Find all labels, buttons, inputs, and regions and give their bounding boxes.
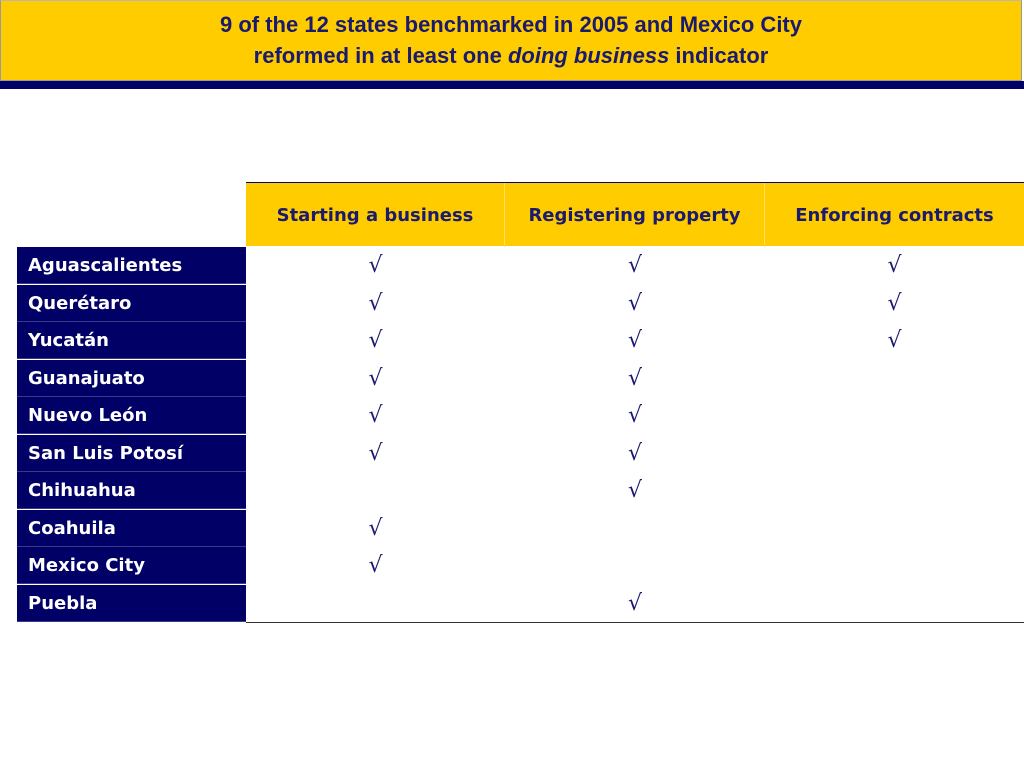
checkmark-icon: √ [627,253,643,278]
state-label: Nuevo León [17,397,246,434]
title-line-2: reformed in at least one doing business … [1,40,1021,71]
checkmark-icon: √ [368,403,383,428]
header-registering-property: Registering property [505,183,765,247]
checkmark-icon: √ [627,290,643,316]
state-label: Mexico City [17,547,246,584]
checkmark-icon: √ [627,478,643,503]
checkmark-icon: √ [368,328,383,353]
state-label: Chihuahua [17,472,246,509]
empty-cell [765,435,1024,472]
table-row: Chihuahua √ [17,472,1024,509]
title-banner: 9 of the 12 states benchmarked in 2005 a… [0,0,1022,81]
title-line-2-prefix: reformed in at least one [253,43,508,68]
state-label: Querétaro [17,284,246,322]
table-header-row: Starting a business Registering property… [246,182,1024,247]
table-row: Mexico City √ [17,547,1024,584]
checkmark-icon: √ [887,328,902,353]
header-enforcing-contracts: Enforcing contracts [795,204,994,226]
checkmark-icon: √ [627,365,643,391]
title-divider [0,81,1024,89]
table-row: Guanajuato √ √ [17,359,1024,397]
table-row: San Luis Potosí √ √ [17,434,1024,472]
state-label: Coahuila [17,509,246,547]
empty-cell [765,397,1024,434]
table-row: Nuevo León √ √ [17,397,1024,434]
checkmark-icon: √ [887,253,902,278]
empty-cell [505,547,765,584]
empty-cell [765,547,1024,584]
checkmark-icon: √ [368,365,383,391]
checkmark-icon: √ [627,440,643,466]
table-bottom-rule [246,622,1024,623]
table-row: Aguascalientes √ √ √ [17,247,1024,284]
state-label: Yucatán [17,322,246,359]
empty-cell [246,585,505,622]
empty-cell [765,510,1024,547]
checkmark-icon: √ [368,253,383,278]
table-row: Yucatán √ √ √ [17,322,1024,359]
title-line-2-suffix: indicator [669,43,769,68]
empty-cell [765,585,1024,622]
empty-cell [765,360,1024,397]
state-label: Puebla [17,584,246,622]
checkmark-icon: √ [368,290,383,316]
empty-cell [246,472,505,509]
state-label: Guanajuato [17,359,246,397]
checkmark-icon: √ [368,553,383,578]
state-label: San Luis Potosí [17,434,246,472]
checkmark-icon: √ [627,328,643,353]
table-row: Querétaro √ √ √ [17,284,1024,322]
title-line-2-emphasis: doing business [507,43,670,68]
title-line-1: 9 of the 12 states benchmarked in 2005 a… [220,12,802,37]
empty-cell [505,510,765,547]
checkmark-icon: √ [887,290,902,316]
header-starting-a-business: Starting a business [246,183,505,247]
checkmark-icon: √ [627,590,643,616]
empty-cell [765,472,1024,509]
table-row: Coahuila √ [17,509,1024,547]
state-label: Aguascalientes [17,247,246,284]
checkmark-icon: √ [368,515,383,541]
checkmark-icon: √ [627,403,643,428]
table-row: Puebla √ [17,584,1024,622]
checkmark-icon: √ [368,440,383,466]
